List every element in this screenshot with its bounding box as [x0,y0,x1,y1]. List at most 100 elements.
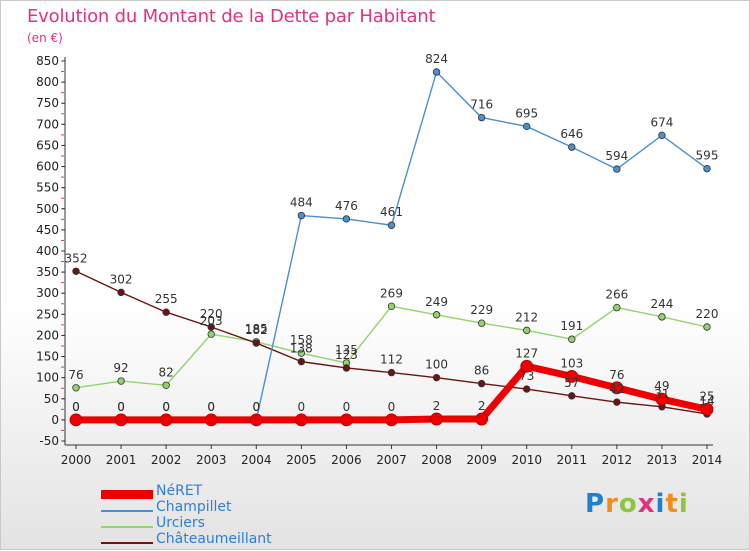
data-label: 86 [474,364,489,378]
data-label: 203 [200,314,223,328]
data-point [658,131,666,140]
data-point [700,402,714,416]
data-point [430,412,443,426]
data-point [520,359,534,373]
y-tick-label: 750 [36,96,59,110]
y-tick-label: -50 [39,434,59,448]
data-point [613,165,621,173]
data-label: 57 [564,376,579,390]
data-label: 42 [609,382,624,396]
proxiti-logo: Proxiti [585,489,689,519]
data-label: 2 [433,399,441,413]
data-label: 0 [343,400,351,414]
logo-letter: o [618,489,638,519]
x-tick-label: 2010 [511,453,542,467]
data-point [204,413,218,427]
data-label: 0 [252,400,260,414]
y-tick-label: 200 [36,328,59,342]
y-tick-label: 550 [36,181,59,195]
chart-title: Evolution du Montant de la Dette par Hab… [27,6,436,27]
data-label: 82 [159,365,174,379]
data-label: 220 [200,307,223,321]
data-point [342,364,351,372]
data-label: 0 [72,400,80,414]
data-label: 92 [113,361,128,375]
data-label: 302 [110,272,133,286]
x-tick-label: 2013 [647,453,678,467]
data-label: 594 [605,149,628,163]
data-label: 76 [68,368,83,382]
data-label: 0 [117,400,125,414]
data-label: 0 [162,400,170,414]
x-tick-label: 2014 [692,453,723,467]
data-point [162,381,170,389]
logo-letter: r [605,489,619,519]
x-tick-label: 2003 [196,453,227,467]
data-label: 25 [699,389,714,403]
data-point [297,357,306,366]
x-tick-label: 2009 [466,453,497,467]
y-tick-label: 700 [36,117,59,131]
data-label: 266 [605,288,628,302]
data-label: 185 [245,322,268,336]
data-point [568,143,576,151]
data-point [340,413,353,427]
data-point [207,330,215,338]
y-tick-label: 300 [36,286,59,300]
data-label: 229 [470,303,493,317]
data-label: 73 [519,369,534,383]
data-point [249,413,263,427]
legend-item: Urciers [101,515,361,535]
data-label: 100 [425,358,448,372]
legend-swatch [101,490,153,499]
data-point [568,392,576,400]
data-label: 0 [298,400,306,414]
data-point [610,381,624,395]
data-point [297,211,306,220]
y-tick-label: 400 [36,244,59,258]
data-label: 182 [245,323,268,337]
data-point [72,267,80,275]
data-label: 0 [162,400,170,414]
legend-label: Champillet [156,499,232,515]
data-label: 103 [560,356,583,370]
data-label: 220 [696,307,719,321]
y-tick-label: 500 [36,202,59,216]
data-point [69,413,83,427]
y-tick-label: 600 [36,160,59,174]
data-label: 824 [425,52,448,66]
y-tick-label: 650 [36,138,59,152]
data-label: 716 [470,98,493,112]
data-label: 674 [650,115,673,129]
data-point [159,413,173,427]
legend-item: Châteaumeillant [101,531,361,551]
logo-letter: i [655,489,666,519]
legend-label: Châteaumeillant [156,531,272,547]
data-label: 0 [207,400,215,414]
data-point [523,122,531,131]
data-point [342,215,351,223]
data-label: 112 [380,353,403,367]
data-point [387,368,396,377]
legend-label: NéRET [156,483,203,499]
x-tick-label: 2008 [421,453,452,467]
data-label: 646 [560,127,583,141]
data-label: 461 [380,205,403,219]
data-label: 0 [207,400,215,414]
data-point [207,323,215,331]
data-point [432,68,441,76]
data-point [385,413,398,427]
data-label: 244 [650,297,673,311]
x-tick-label: 2012 [602,453,633,467]
data-label: 255 [155,292,178,306]
data-label: 14 [699,394,714,408]
x-tick-label: 2007 [376,453,407,467]
data-label: 158 [290,333,313,347]
x-tick-label: 2011 [557,453,588,467]
logo-letter: x [637,489,656,519]
data-point [162,308,170,316]
logo-letter: P [585,489,606,519]
data-label: 135 [335,343,358,357]
y-tick-label: 350 [36,265,59,279]
